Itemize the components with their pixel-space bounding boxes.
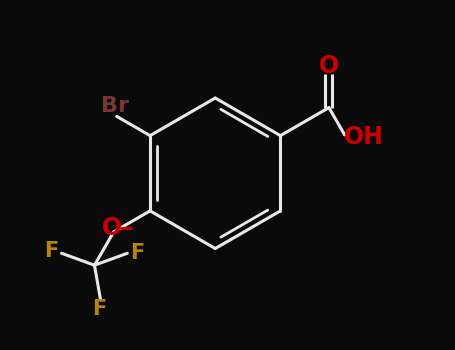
Text: O: O bbox=[319, 54, 339, 78]
Text: O: O bbox=[102, 216, 122, 240]
Text: F: F bbox=[91, 300, 106, 320]
Text: F: F bbox=[44, 241, 58, 261]
Text: F: F bbox=[130, 243, 144, 262]
Text: Br: Br bbox=[101, 96, 129, 116]
Text: OH: OH bbox=[344, 125, 384, 149]
